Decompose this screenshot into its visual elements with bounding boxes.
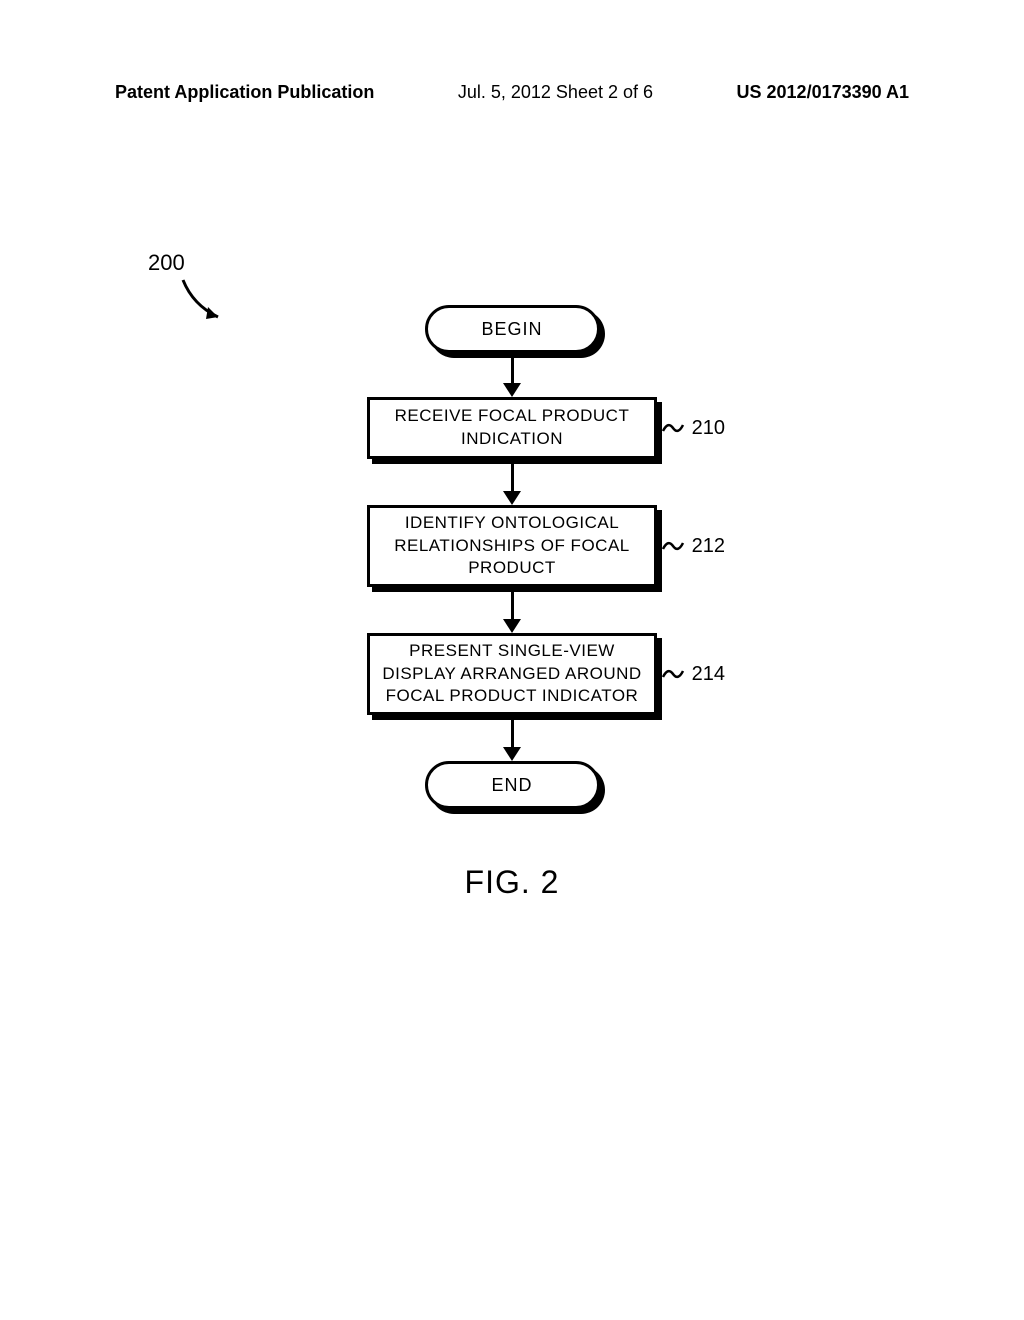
begin-label: BEGIN — [425, 305, 600, 353]
step-212-process: IDENTIFY ONTOLOGICAL RELATIONSHIPS OF FO… — [367, 505, 657, 587]
arrow-icon — [503, 715, 521, 761]
ref-212-label: 212 — [692, 535, 725, 558]
ref-210-label: 210 — [692, 417, 725, 440]
arrow-icon — [503, 353, 521, 397]
tilde-icon — [661, 419, 685, 437]
header-right: US 2012/0173390 A1 — [737, 82, 909, 103]
arrow-icon — [503, 459, 521, 505]
step-214-label: PRESENT SINGLE-VIEW DISPLAY ARRANGED ARO… — [367, 633, 657, 715]
arrow-icon — [503, 587, 521, 633]
end-label: END — [425, 761, 600, 809]
begin-terminal: BEGIN — [425, 305, 600, 353]
end-terminal: END — [425, 761, 600, 809]
step-210-process: RECEIVE FOCAL PRODUCT INDICATION 210 — [367, 397, 657, 459]
tilde-icon — [661, 665, 685, 683]
header-mid: Jul. 5, 2012 Sheet 2 of 6 — [458, 82, 653, 103]
ref-200-label: 200 — [148, 250, 185, 276]
page-header: Patent Application Publication Jul. 5, 2… — [0, 82, 1024, 103]
step-212-label: IDENTIFY ONTOLOGICAL RELATIONSHIPS OF FO… — [367, 505, 657, 587]
header-left: Patent Application Publication — [115, 82, 374, 103]
step-210-label: RECEIVE FOCAL PRODUCT INDICATION — [367, 397, 657, 459]
flowchart: BEGIN RECEIVE FOCAL PRODUCT INDICATION 2… — [0, 305, 1024, 901]
tilde-icon — [661, 537, 685, 555]
step-214-process: PRESENT SINGLE-VIEW DISPLAY ARRANGED ARO… — [367, 633, 657, 715]
figure-caption: FIG. 2 — [465, 864, 560, 901]
ref-214-label: 214 — [692, 663, 725, 686]
